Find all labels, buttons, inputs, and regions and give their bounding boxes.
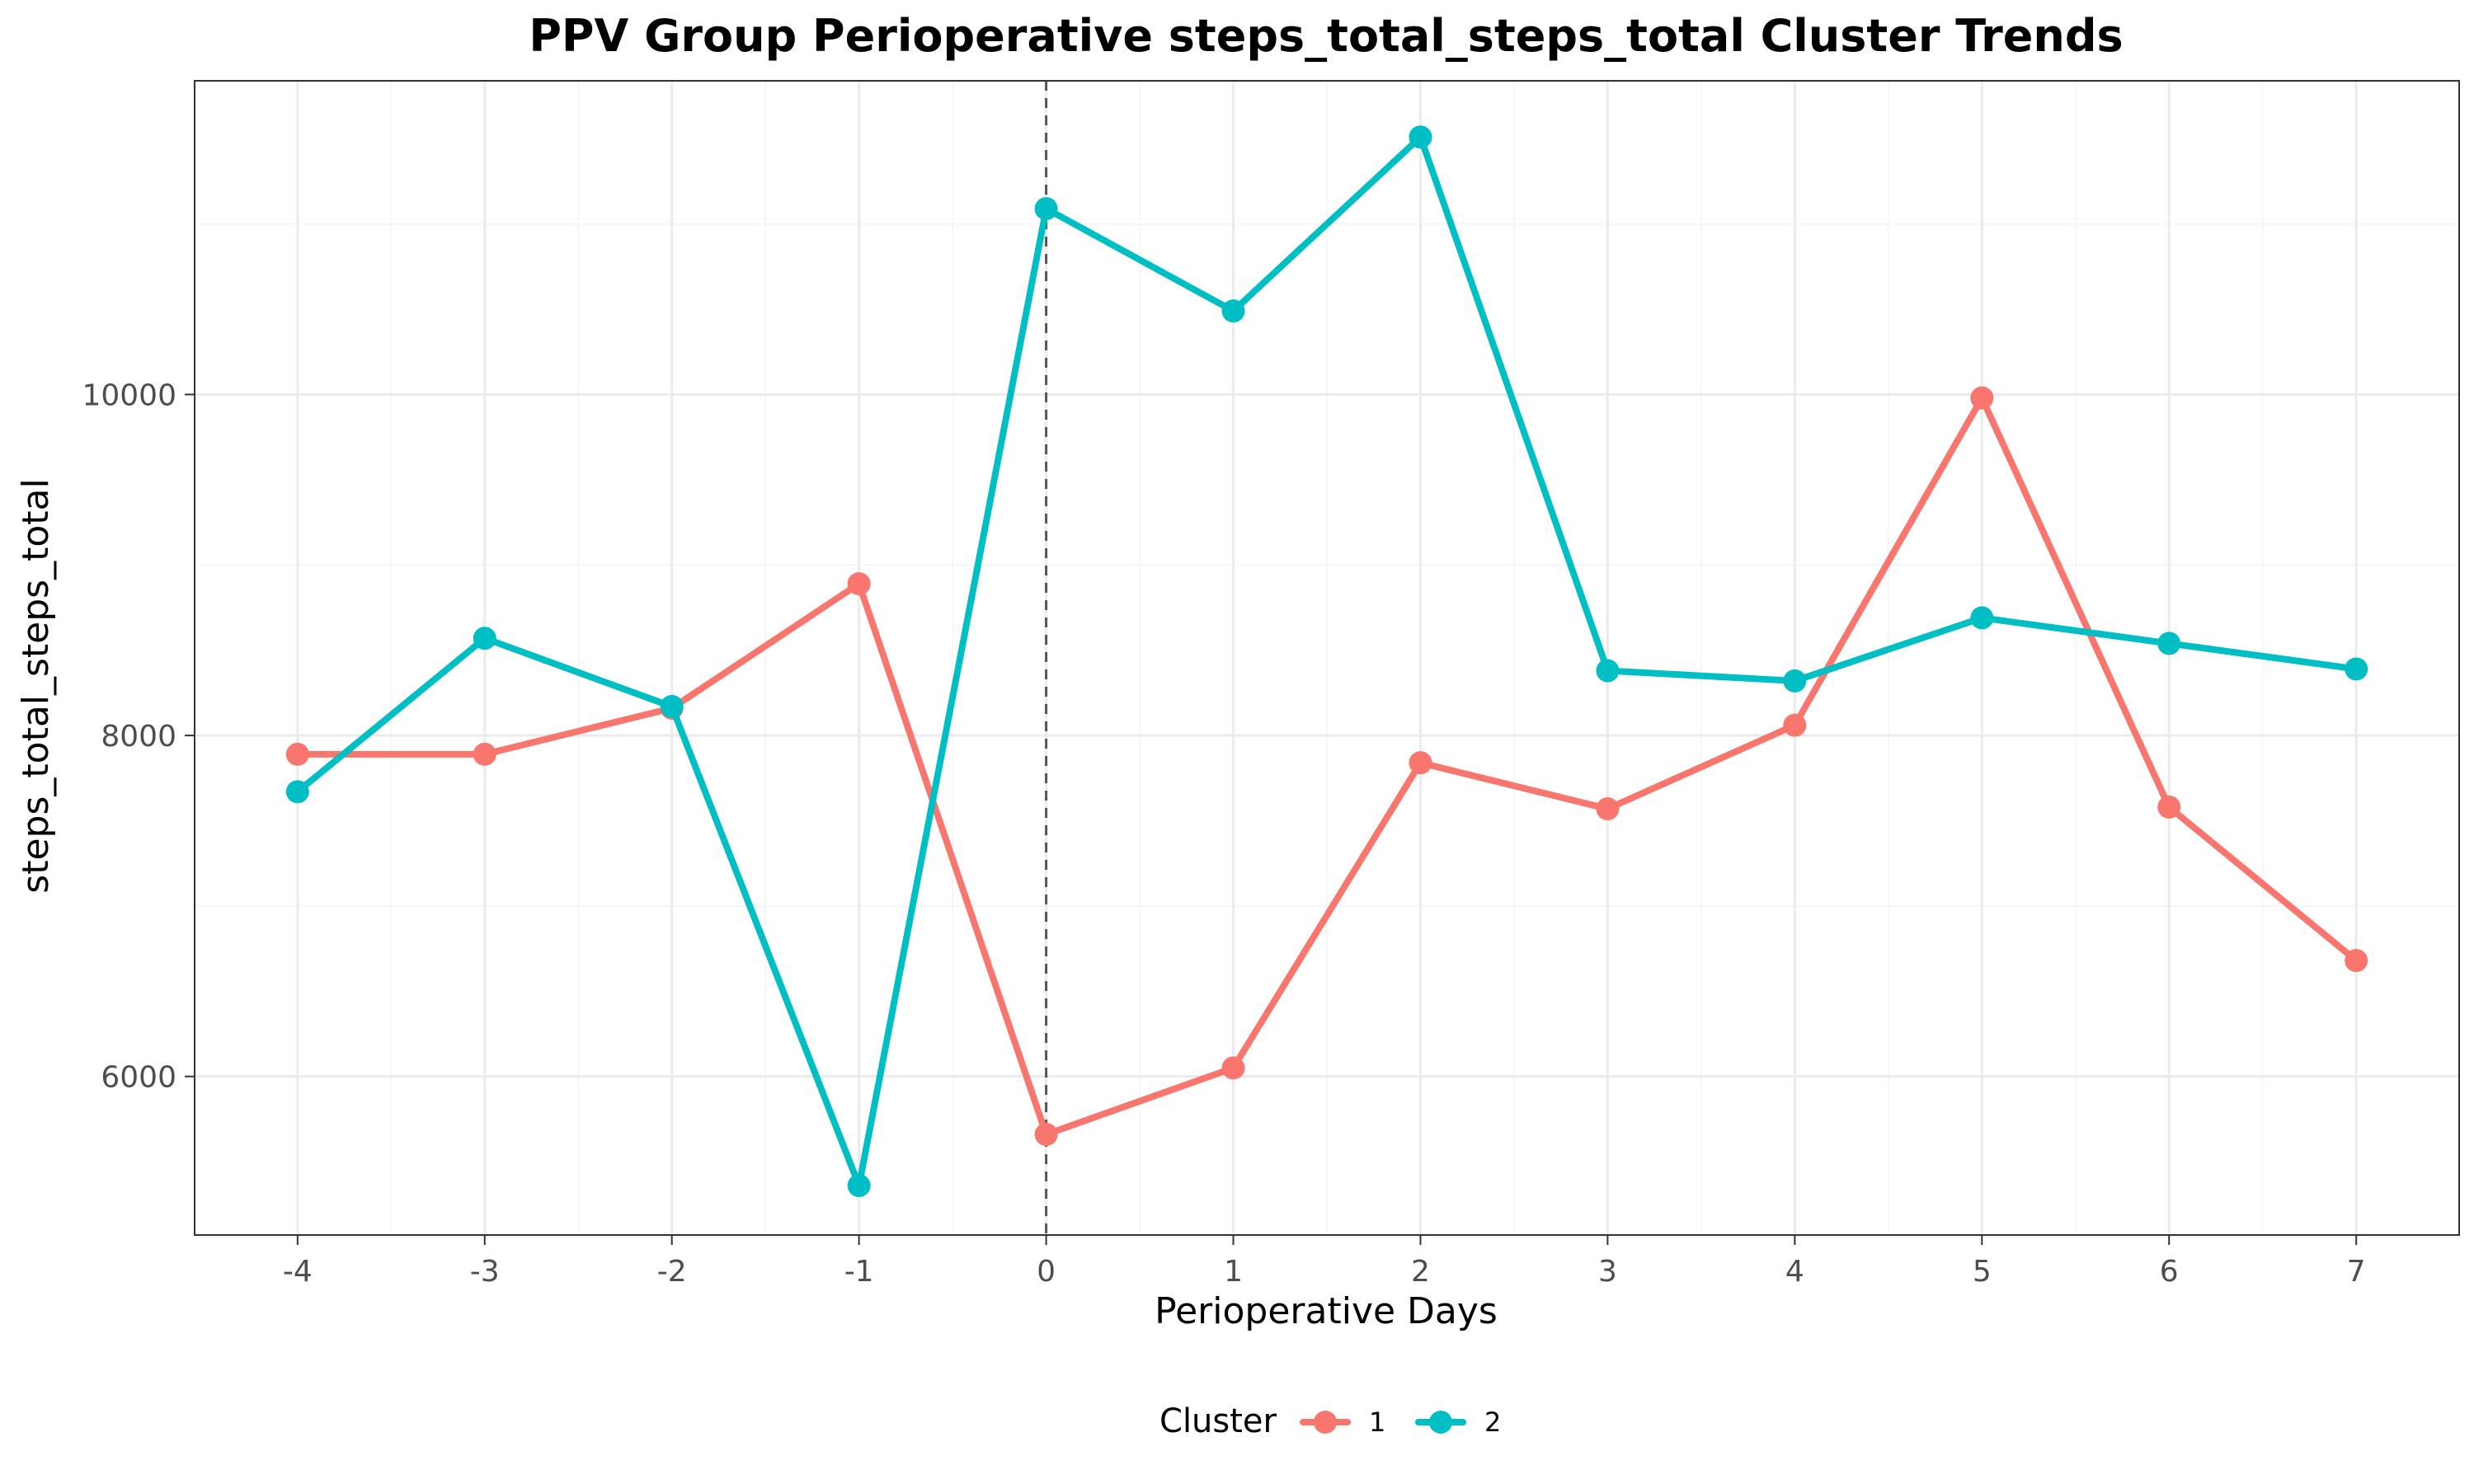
series-2-point (1970, 606, 1994, 630)
x-axis: -4 -3 -2 -1 0 1 2 3 4 5 6 7 (283, 1235, 2366, 1289)
x-tick-label: 6 (2160, 1255, 2179, 1289)
x-tick-label: 3 (1598, 1255, 1617, 1289)
x-tick-label: -4 (283, 1255, 313, 1289)
series-1-point (285, 742, 309, 766)
x-tick-label: -2 (657, 1255, 687, 1289)
series-1-point (1970, 386, 1994, 410)
x-tick-label: 0 (1037, 1255, 1056, 1289)
series-2-point (2157, 632, 2181, 655)
legend-title: Cluster (1159, 1402, 1277, 1440)
series-1-point (1409, 751, 1432, 775)
series-1-point (473, 742, 496, 766)
x-tick-label: -3 (470, 1255, 500, 1289)
y-axis: 6000 8000 10000 (82, 379, 195, 1095)
series-2-point (1409, 125, 1432, 149)
series-2-point (2345, 657, 2368, 681)
series-layer (285, 125, 2368, 1198)
series-2-point (1221, 299, 1245, 323)
x-tick-label: 4 (1785, 1255, 1804, 1289)
plot-panel-border (194, 80, 2460, 1236)
series-1-point (1034, 1122, 1058, 1146)
x-tick-label: 5 (1973, 1255, 1992, 1289)
series-2-point (1783, 669, 1807, 693)
y-tick-label: 6000 (101, 1061, 176, 1095)
y-axis-title: steps_total_steps_total (15, 478, 57, 893)
x-axis-title: Perioperative Days (1155, 1290, 1498, 1332)
series-2-point (1034, 197, 1058, 221)
y-tick-label: 10000 (82, 379, 176, 413)
legend-key-point-1 (1314, 1411, 1337, 1434)
series-1-point (2157, 795, 2181, 819)
series-1-point (1783, 713, 1807, 737)
chart-title: PPV Group Perioperative steps_total_step… (529, 10, 2123, 62)
series-1-point (2345, 949, 2368, 973)
legend-label-2: 2 (1484, 1407, 1501, 1438)
series-1-point (1221, 1056, 1245, 1080)
series-2-point (1596, 659, 1620, 683)
series-1-point (1596, 797, 1620, 821)
legend-key-point-2 (1429, 1411, 1452, 1434)
series-2-point (473, 627, 496, 650)
x-tick-label: -1 (844, 1255, 874, 1289)
y-tick-label: 8000 (101, 720, 176, 754)
legend-label-1: 1 (1369, 1407, 1385, 1438)
series-2-point (285, 780, 309, 804)
x-tick-label: 7 (2347, 1255, 2366, 1289)
x-tick-label: 1 (1224, 1255, 1243, 1289)
series-2-line (294, 134, 2360, 1190)
x-tick-label: 2 (1411, 1255, 1430, 1289)
legend: Cluster 1 2 (1159, 1402, 1501, 1440)
series-1-point (847, 572, 871, 596)
series-1-line (294, 394, 2360, 1138)
series-2-point (847, 1174, 871, 1198)
series-2-point (660, 694, 684, 718)
